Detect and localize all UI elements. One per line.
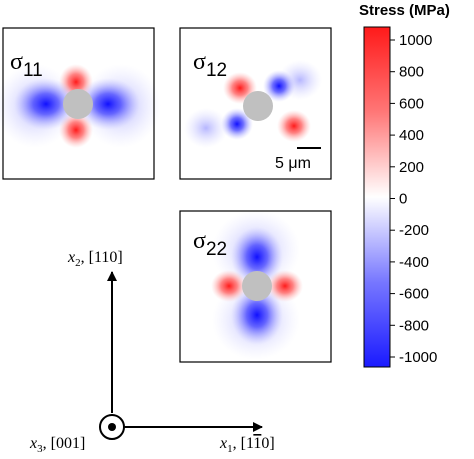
panel-label: σ12	[193, 49, 227, 81]
colorbar-tick-label: 600	[399, 95, 424, 112]
blue-halo-lower-left	[184, 108, 228, 148]
blue-lobe-bottom	[231, 285, 283, 345]
red-lobe-left	[211, 270, 247, 302]
colorbar-tick-label: -200	[399, 222, 429, 239]
colorbar-scale	[363, 26, 391, 368]
hole	[243, 91, 273, 121]
hole	[63, 89, 93, 119]
panel-frame	[2, 27, 155, 180]
colorbar-tick-label: -1000	[399, 349, 437, 366]
red-lobe-right	[267, 270, 303, 302]
scale-bar-label: 5 μm	[275, 155, 311, 172]
axes-diagram: x2, [110] x1, [110] x3, [001]	[29, 249, 275, 455]
panel-label: σ22	[193, 228, 227, 260]
panel-sigma22: σ22	[179, 210, 332, 363]
colorbar-tick-label: 800	[399, 64, 424, 81]
x3-axis-label: x3, [001]	[29, 435, 85, 455]
hole	[242, 271, 272, 301]
colorbar-tick-label: -800	[399, 317, 429, 334]
blue-lobe-lower-left	[221, 108, 253, 140]
panel-label: σ11	[10, 49, 43, 81]
panel-sigma12: σ12 5 μm	[179, 27, 332, 180]
colorbar-title: Stress (MPa)	[359, 2, 450, 19]
colorbar-tick-label: -400	[399, 254, 429, 271]
colorbar-tick-label: 0	[399, 191, 407, 208]
colorbar-ticks: 1000 800 600 400 200 0 -200 -400 -600 -800 -1000	[390, 32, 437, 366]
x1-axis-label: x1, [110]	[219, 435, 275, 455]
panel-frame	[179, 210, 332, 363]
x2-axis-label: x2, [110]	[67, 249, 123, 269]
blue-lobe-upper-right	[263, 70, 295, 102]
blue-lobe-left	[14, 78, 78, 130]
colorbar-tick-label: 200	[399, 159, 424, 176]
panel-frame	[179, 27, 332, 180]
panel-sigma11: σ11	[0, 27, 161, 180]
colorbar-tick-label: -600	[399, 286, 429, 303]
colorbar-tick-label: 400	[399, 127, 424, 144]
x3-out-of-plane-dot	[108, 423, 116, 431]
blue-lobe-top	[231, 227, 283, 287]
colorbar: Stress (MPa) 1000 800 600 400 200 0 -200 -400 -6…	[359, 2, 450, 368]
colorbar-tick-label: 1000	[399, 32, 432, 49]
red-lobe-lower-right	[277, 110, 311, 142]
blue-lobe-right	[76, 78, 140, 130]
